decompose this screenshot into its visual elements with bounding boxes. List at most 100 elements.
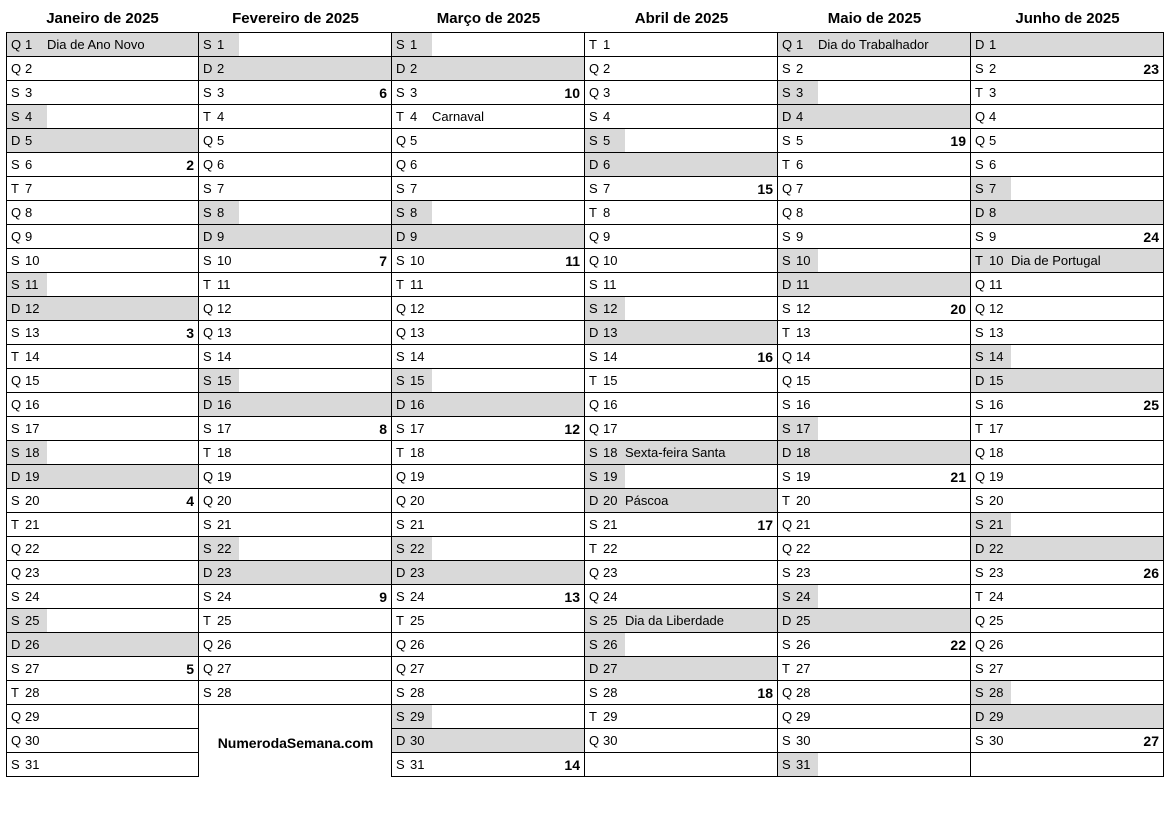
month-column: Janeiro de 2025Q1Dia de Ano NovoQ2S3S4D5… [6,6,199,781]
day-of-week: Q [585,85,603,100]
day-of-week: T [778,661,796,676]
month-column: Abril de 2025T1Q2Q3S4S5D6S715T8Q9Q10S11S… [585,6,778,781]
month-column: Maio de 2025Q1Dia do TrabalhadorS2S3D4S5… [778,6,971,781]
day-cell: Q5 [970,128,1164,153]
day-number: 14 [410,349,432,364]
day-cell: S29 [391,704,585,729]
day-of-week: T [585,373,603,388]
week-number: 13 [564,589,584,605]
day-of-week: D [971,37,989,52]
day-number: 16 [989,397,1011,412]
day-cell: S21 [970,512,1164,537]
day-cell: Q22 [6,536,199,561]
day-cell: Q4 [970,104,1164,129]
day-number: 7 [25,181,47,196]
day-of-week: Q [392,325,410,340]
day-cell: D12 [6,296,199,321]
day-number: 23 [603,565,625,580]
day-cell: S25Dia da Liberdade [584,608,778,633]
day-of-week: S [778,637,796,652]
day-of-week: Q [199,157,217,172]
day-cell: T20 [777,488,971,513]
day-of-week: T [392,277,410,292]
day-of-week: Q [199,133,217,148]
day-of-week: Q [778,709,796,724]
day-of-week: S [199,373,217,388]
day-number: 11 [603,277,625,292]
day-cell: Q1Dia de Ano Novo [6,32,199,57]
day-cell: Q15 [777,368,971,393]
day-number: 4 [603,109,625,124]
day-number: 22 [217,541,239,556]
day-cell: Q13 [198,320,392,345]
day-of-week: D [585,325,603,340]
day-number: 13 [410,325,432,340]
day-of-week: S [585,181,603,196]
day-number: 21 [410,517,432,532]
day-number: 11 [217,277,239,292]
day-number: 16 [410,397,432,412]
day-number: 27 [25,661,47,676]
day-number: 2 [25,61,47,76]
day-number: 24 [25,589,47,604]
week-number: 21 [950,469,970,485]
day-of-week: Q [971,445,989,460]
day-of-week: Q [585,565,603,580]
day-number: 7 [217,181,239,196]
day-number: 24 [796,589,818,604]
day-number: 30 [989,733,1011,748]
day-number: 29 [989,709,1011,724]
day-number: 5 [603,133,625,148]
day-of-week: Q [392,133,410,148]
day-cell: Q19 [198,464,392,489]
day-cell: S4 [6,104,199,129]
day-number: 10 [217,253,239,268]
day-number: 12 [989,301,1011,316]
day-of-week: S [778,565,796,580]
day-of-week: S [778,61,796,76]
day-cell: S1 [391,32,585,57]
day-cell: Q5 [198,128,392,153]
day-cell: S8 [198,200,392,225]
day-number: 17 [217,421,239,436]
day-cell: S6 [970,152,1164,177]
day-number: 9 [796,229,818,244]
day-number: 27 [603,661,625,676]
week-number: 7 [379,253,391,269]
day-number: 15 [410,373,432,388]
day-of-week: Q [392,637,410,652]
day-cell: S1416 [584,344,778,369]
day-cell: D26 [6,632,199,657]
day-of-week: S [971,565,989,580]
day-of-week: S [971,397,989,412]
day-cell: S9 [777,224,971,249]
day-number: 27 [989,661,1011,676]
day-number: 6 [989,157,1011,172]
day-number: 19 [410,469,432,484]
day-number: 13 [796,325,818,340]
day-of-week: D [392,229,410,244]
month-column: Junho de 2025D1S223T3Q4Q5S6S7D8S924T10Di… [971,6,1164,781]
day-number: 27 [796,661,818,676]
day-of-week: S [7,253,25,268]
day-of-week: D [392,61,410,76]
day-number: 1 [796,37,818,52]
day-cell: Q2 [584,56,778,81]
day-of-week: Q [585,229,603,244]
day-of-week: T [7,517,25,532]
day-of-week: D [7,637,25,652]
day-number: 8 [217,205,239,220]
day-cell: S11 [584,272,778,297]
day-number: 29 [603,709,625,724]
day-number: 29 [796,709,818,724]
day-of-week: S [7,757,25,772]
day-number: 14 [796,349,818,364]
week-number: 25 [1143,397,1163,413]
day-of-week: Q [971,277,989,292]
day-cell: S1011 [391,248,585,273]
day-number: 26 [796,637,818,652]
day-number: 13 [989,325,1011,340]
day-of-week: T [971,421,989,436]
month-header: Junho de 2025 [971,6,1164,33]
day-of-week: Q [778,349,796,364]
